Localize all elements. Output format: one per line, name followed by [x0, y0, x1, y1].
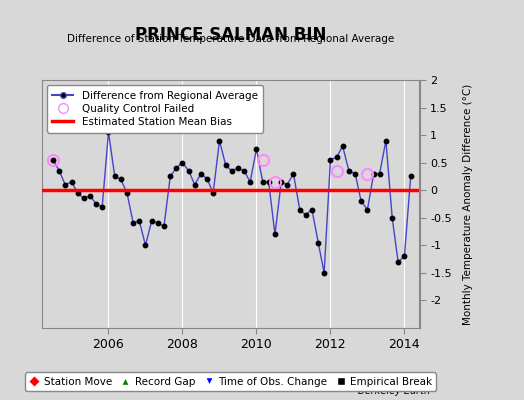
Text: PRINCE SALMAN BIN: PRINCE SALMAN BIN: [135, 26, 326, 44]
Text: Berkeley Earth: Berkeley Earth: [357, 386, 430, 396]
Legend: Difference from Regional Average, Quality Control Failed, Estimated Station Mean: Difference from Regional Average, Qualit…: [47, 85, 263, 132]
Y-axis label: Monthly Temperature Anomaly Difference (°C): Monthly Temperature Anomaly Difference (…: [463, 83, 473, 325]
Legend: Station Move, Record Gap, Time of Obs. Change, Empirical Break: Station Move, Record Gap, Time of Obs. C…: [25, 372, 436, 391]
Text: Difference of Station Temperature Data from Regional Average: Difference of Station Temperature Data f…: [67, 34, 394, 44]
